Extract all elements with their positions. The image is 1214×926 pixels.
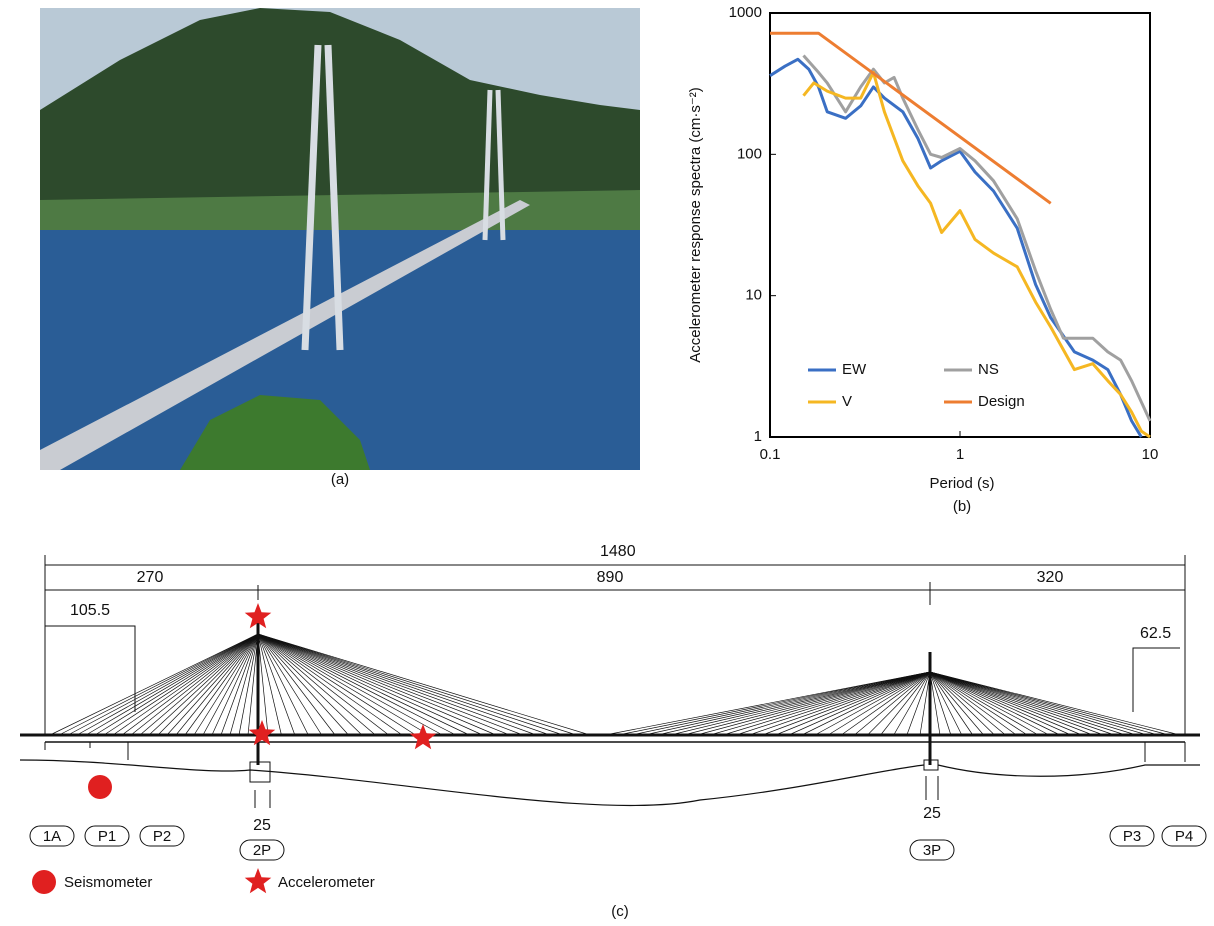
- dimension: 270: [137, 569, 164, 586]
- cable: [618, 672, 930, 735]
- y-axis-label: Accelerometer response spectra (cm·s⁻²): [687, 87, 704, 363]
- dimension: 25: [923, 805, 941, 822]
- cable: [930, 672, 1016, 735]
- cable: [258, 634, 456, 735]
- cable: [258, 634, 483, 735]
- panel-label: (b): [953, 498, 971, 515]
- dimension: 890: [597, 569, 624, 586]
- cable: [158, 634, 258, 735]
- dimension: 25: [253, 817, 271, 834]
- pier-label: P4: [1175, 828, 1193, 845]
- cable: [122, 634, 258, 735]
- panel-label: (c): [611, 903, 629, 920]
- x-tick-label: 10: [1142, 446, 1159, 463]
- dimension: 62.5: [1140, 625, 1171, 642]
- cable: [68, 634, 258, 735]
- legend-label: Seismometer: [64, 874, 152, 891]
- pier-label: 1A: [43, 828, 61, 845]
- cable: [258, 634, 510, 735]
- cable: [930, 672, 1093, 735]
- cable: [736, 672, 930, 735]
- cable: [59, 634, 258, 735]
- cable: [930, 672, 1082, 735]
- cable: [671, 672, 930, 735]
- accelerometer-icon: [245, 868, 272, 893]
- legend-label: NS: [978, 361, 999, 378]
- cable: [789, 672, 930, 735]
- cable: [930, 672, 1060, 735]
- dimension: 1480: [600, 543, 636, 560]
- cable: [185, 634, 258, 735]
- cable: [930, 672, 1027, 735]
- pier-label: 3P: [923, 842, 941, 859]
- cable: [930, 672, 1158, 735]
- y-tick-label: 1000: [729, 4, 762, 21]
- cable: [258, 634, 536, 735]
- pier-label: P2: [153, 828, 171, 845]
- cable: [930, 672, 1136, 735]
- cable: [828, 672, 930, 735]
- cable: [258, 634, 362, 735]
- dim-line: [1133, 648, 1180, 712]
- cable: [140, 634, 258, 735]
- cable: [684, 672, 930, 735]
- cable: [86, 634, 258, 735]
- series-line: [804, 72, 1151, 437]
- cable: [258, 634, 523, 735]
- series-line: [770, 33, 1051, 203]
- page: {"panel_labels": ["(a)", "(b)", "(c)"], …: [0, 0, 1214, 926]
- cable: [176, 634, 258, 735]
- pier-label: 2P: [253, 842, 271, 859]
- legend-label: EW: [842, 361, 867, 378]
- y-tick-label: 100: [737, 145, 762, 162]
- cable: [131, 634, 258, 735]
- pier-label: P3: [1123, 828, 1141, 845]
- seismometer-icon: [88, 775, 112, 799]
- cable: [930, 672, 1125, 735]
- foundation: [250, 762, 270, 782]
- cable: [95, 634, 258, 735]
- cable: [258, 634, 577, 735]
- cable: [258, 634, 375, 735]
- x-axis-label: Period (s): [929, 475, 994, 492]
- pier-label: P1: [98, 828, 116, 845]
- cable: [258, 634, 442, 735]
- series-line: [770, 59, 1141, 437]
- cable: [658, 672, 931, 735]
- cable: [605, 672, 930, 735]
- cable: [697, 672, 930, 735]
- seabed: [20, 760, 1200, 806]
- cable: [258, 634, 416, 735]
- legend-icon: [32, 870, 56, 894]
- legend-label: Design: [978, 393, 1025, 410]
- cable: [258, 634, 496, 735]
- x-tick-label: 0.1: [760, 446, 781, 463]
- x-tick-label: 1: [956, 446, 964, 463]
- y-tick-label: 1: [754, 428, 762, 445]
- legend-label: V: [842, 393, 852, 410]
- accelerometer-icon: [410, 724, 437, 749]
- cable: [776, 672, 930, 735]
- dim-line: [45, 626, 135, 712]
- y-tick-label: 10: [745, 287, 762, 304]
- panel-label: (a): [331, 471, 349, 488]
- cable: [258, 634, 563, 735]
- dimension: 320: [1037, 569, 1064, 586]
- cable: [258, 634, 402, 735]
- figure: (a) (b) (c) Period (s) Accelerometer res…: [0, 0, 1214, 926]
- plot-frame: [770, 13, 1150, 437]
- legend-label: Accelerometer: [278, 874, 375, 891]
- cable: [749, 672, 930, 735]
- bridge-diagram: [20, 555, 1200, 808]
- cable: [930, 672, 1104, 735]
- cable: [710, 672, 930, 735]
- photo: [40, 8, 640, 470]
- pier: [45, 742, 1185, 762]
- dimension: 105.5: [70, 602, 110, 619]
- cable: [258, 634, 590, 735]
